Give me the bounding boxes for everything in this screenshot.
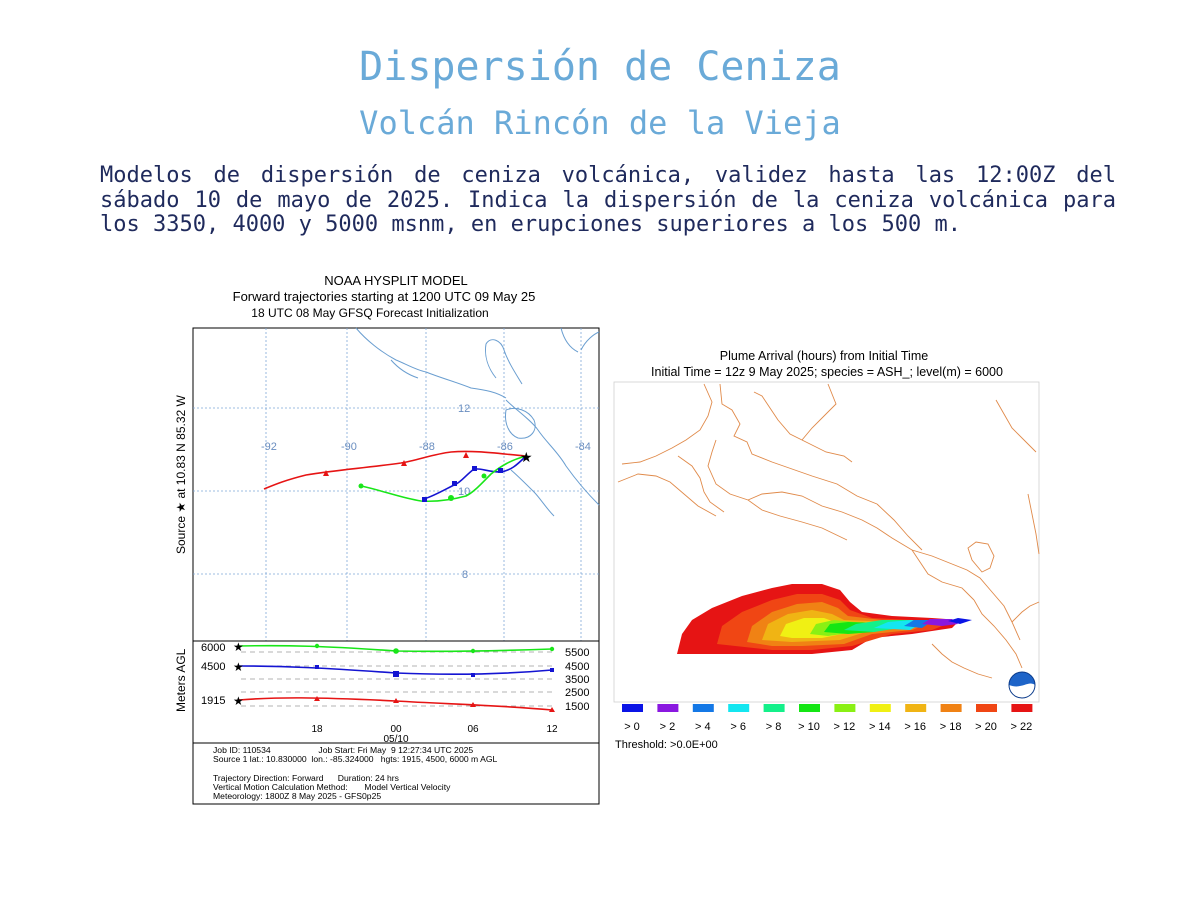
plume-zone-gt0 — [948, 618, 972, 624]
job-info-line: Source 1 lat.: 10.830000 lon.: -85.32400… — [213, 754, 497, 764]
page-description: Modelos de dispersión de ceniza volcánic… — [100, 163, 1116, 237]
time-label: 06 — [467, 724, 479, 735]
lon-label: -88 — [419, 441, 435, 453]
left-header-line-3: 18 UTC 08 May GFSQ Forecast Initializati… — [251, 306, 488, 320]
left-header-line-2: Forward trajectories starting at 1200 UT… — [233, 289, 536, 304]
height-label: 1915 — [201, 695, 225, 707]
job-info-line: Job ID: 110534 Job Start: Fri May 9 12:2… — [213, 745, 473, 755]
time-label: 18 — [311, 724, 323, 735]
lon-label: -92 — [261, 441, 277, 453]
legend-label: > 12 — [834, 721, 856, 733]
trajectory-high — [360, 455, 527, 503]
country-borders — [617, 383, 1040, 679]
legend-labels: > 0 > 2 > 4 > 6 > 8 > 10 > 12 > 14 > 16 > 18 > 20 >… — [624, 721, 1032, 733]
legend-label: > 4 — [695, 721, 711, 733]
source-location-label: Source ★ at 10.83 N 85.32 W — [174, 394, 188, 554]
legend-label: > 22 — [1011, 721, 1033, 733]
legend-swatch — [1011, 704, 1033, 712]
right-header-line-1: Plume Arrival (hours) from Initial Time — [720, 349, 928, 363]
height-label: 4500 — [201, 661, 225, 673]
legend-label: > 0 — [624, 721, 640, 733]
lon-label: -84 — [575, 441, 591, 453]
lat-label: 8 — [462, 569, 468, 581]
height-label: 1500 — [565, 701, 589, 713]
time-label: 12 — [546, 724, 558, 735]
legend-label: > 6 — [730, 721, 746, 733]
lon-labels: -92 -90 -88 -86 -84 — [261, 441, 591, 453]
map-panel — [192, 327, 600, 642]
job-info-panel — [192, 742, 600, 805]
legend-label: > 8 — [766, 721, 782, 733]
height-markers: ★ ★ ★ — [233, 640, 555, 712]
legend-swatch — [622, 704, 643, 712]
legend-swatch — [869, 704, 891, 712]
legend-swatch — [692, 704, 714, 712]
plume-arrival-figure: Plume Arrival (hours) from Initial Time … — [612, 344, 1042, 754]
start-star-icon: ★ — [233, 640, 244, 654]
legend-swatch — [657, 704, 679, 712]
trajectory-markers: ★ — [323, 449, 533, 502]
time-labels: 18 00 06 12 05/10 — [311, 724, 558, 745]
legend-swatch — [728, 704, 750, 712]
legend-label: > 20 — [975, 721, 997, 733]
height-label: 3500 — [565, 674, 589, 686]
lat-label: 12 — [458, 403, 470, 415]
legend-label: > 18 — [940, 721, 962, 733]
threshold-label: Threshold: >0.0E+00 — [615, 739, 718, 751]
start-star-icon: ★ — [233, 694, 244, 708]
legend-label: > 16 — [904, 721, 926, 733]
coastline — [355, 327, 600, 517]
plume-svg: Plume Arrival (hours) from Initial Time … — [613, 349, 1040, 751]
lon-label: -90 — [341, 441, 357, 453]
legend-swatch — [976, 704, 997, 712]
noaa-logo-icon — [1008, 671, 1036, 699]
source-star-icon: ★ — [520, 449, 533, 465]
job-info-line: Meteorology: 1800Z 8 May 2025 - GFS0p25 — [213, 791, 381, 801]
left-header-line-1: NOAA HYSPLIT MODEL — [324, 273, 468, 288]
legend-swatches — [622, 704, 1033, 712]
time-label: 00 — [390, 724, 402, 735]
date-label: 05/10 — [383, 734, 408, 745]
lon-label: -86 — [497, 441, 513, 453]
height-axis-label: Meters AGL — [174, 648, 188, 712]
height-label: 6000 — [201, 642, 225, 654]
ash-plume — [677, 584, 972, 654]
legend-swatch — [763, 704, 785, 712]
height-label: 2500 — [565, 687, 589, 699]
job-info-line: Trajectory Direction: Forward Duration: … — [213, 773, 399, 783]
height-label: 5500 — [565, 647, 589, 659]
job-info-text: Job ID: 110534 Job Start: Fri May 9 12:2… — [213, 745, 497, 801]
left-height-labels: 6000 4500 1915 — [201, 642, 225, 707]
legend-label: > 10 — [798, 721, 820, 733]
trajectory-low — [263, 450, 527, 490]
legend-label: > 14 — [869, 721, 891, 733]
legend-swatch — [834, 704, 856, 712]
right-height-labels: 5500 4500 3500 2500 1500 — [565, 647, 589, 713]
legend-swatch — [940, 704, 962, 712]
right-header-line-2: Initial Time = 12z 9 May 2025; species =… — [651, 365, 1003, 379]
legend-swatch — [799, 704, 820, 712]
trajectory-svg: NOAA HYSPLIT MODEL Forward trajectories … — [174, 273, 600, 805]
page-title: Dispersión de Ceniza — [359, 44, 841, 90]
start-star-icon: ★ — [233, 660, 244, 674]
legend-swatch — [905, 704, 927, 712]
job-info-line: Vertical Motion Calculation Method: Mode… — [213, 782, 451, 792]
height-label: 4500 — [565, 661, 589, 673]
legend-label: > 2 — [660, 721, 676, 733]
page-subtitle: Volcán Rincón de la Vieja — [359, 104, 841, 142]
hysplit-trajectory-figure: NOAA HYSPLIT MODEL Forward trajectories … — [166, 270, 602, 806]
map-gridlines — [193, 328, 599, 641]
